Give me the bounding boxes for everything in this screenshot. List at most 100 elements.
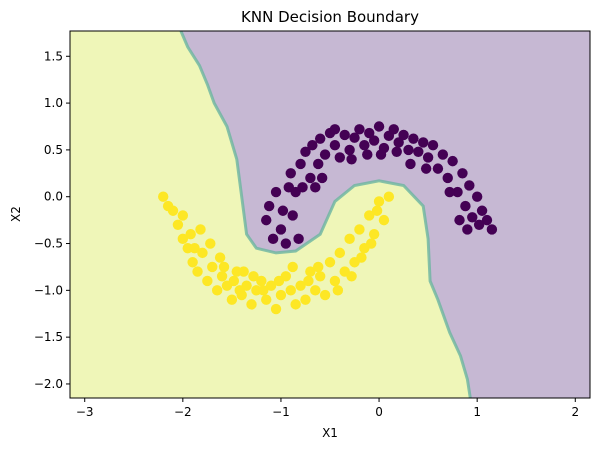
data-point-class-0 <box>280 238 292 249</box>
data-point-class-0 <box>393 137 404 148</box>
data-point-class-1 <box>314 271 326 282</box>
data-point-class-1 <box>378 214 390 226</box>
data-point-class-0 <box>287 210 298 221</box>
data-point-class-0 <box>316 172 328 184</box>
data-point-class-0 <box>354 124 365 135</box>
data-point-class-0 <box>420 163 432 174</box>
data-point-class-0 <box>413 146 424 157</box>
data-point-class-0 <box>346 154 357 165</box>
data-point-class-1 <box>344 233 355 245</box>
data-point-class-0 <box>471 191 483 202</box>
data-point-class-0 <box>277 205 289 216</box>
data-point-class-1 <box>287 261 298 273</box>
data-point-class-0 <box>462 224 473 235</box>
data-point-class-1 <box>246 299 257 310</box>
data-point-class-1 <box>216 271 228 282</box>
data-point-class-0 <box>362 149 373 160</box>
data-point-class-0 <box>437 149 449 160</box>
data-point-class-0 <box>473 219 485 230</box>
y-tick-label: −1.5 <box>34 330 63 344</box>
y-tick-label: 1.0 <box>44 96 63 110</box>
data-point-class-0 <box>359 140 370 151</box>
data-point-class-1 <box>329 275 341 287</box>
data-point-class-0 <box>427 140 439 151</box>
data-point-class-0 <box>457 168 468 179</box>
data-point-class-0 <box>476 205 488 216</box>
data-point-class-1 <box>364 210 375 221</box>
data-point-class-1 <box>319 289 331 301</box>
data-point-class-1 <box>248 271 259 282</box>
data-point-class-0 <box>261 214 272 226</box>
data-point-class-0 <box>452 186 463 198</box>
data-point-class-0 <box>467 212 478 223</box>
data-point-class-0 <box>403 144 414 156</box>
data-point-class-0 <box>368 135 380 146</box>
data-point-class-0 <box>319 149 331 160</box>
data-point-class-1 <box>285 285 296 296</box>
data-point-class-1 <box>383 191 395 202</box>
x-tick-label: −3 <box>76 405 94 419</box>
y-tick-label: −2.0 <box>34 377 63 391</box>
x-axis-ticks: −3 −2 −1 0 1 2 <box>76 398 579 419</box>
data-point-class-0 <box>442 172 453 184</box>
data-point-class-1 <box>211 285 223 296</box>
data-point-class-0 <box>307 140 318 151</box>
y-tick-label: 1.5 <box>44 49 63 63</box>
data-point-class-0 <box>432 163 444 174</box>
data-point-class-0 <box>481 214 493 226</box>
x-tick-label: 2 <box>571 405 579 419</box>
data-point-class-1 <box>226 294 238 305</box>
data-point-class-0 <box>297 182 308 193</box>
y-tick-label: 0.0 <box>44 190 63 204</box>
data-point-class-0 <box>263 200 275 212</box>
data-point-class-1 <box>218 261 230 273</box>
x-tick-label: 1 <box>473 405 481 419</box>
data-point-class-0 <box>313 158 324 170</box>
data-point-class-1 <box>324 257 336 268</box>
data-point-class-1 <box>290 299 301 310</box>
data-point-class-0 <box>283 182 294 193</box>
data-point-class-1 <box>185 228 196 240</box>
y-axis-label: X2 <box>9 206 23 222</box>
data-point-class-1 <box>354 224 365 235</box>
y-tick-label: 0.5 <box>44 143 63 157</box>
data-point-class-1 <box>356 252 367 263</box>
data-point-class-0 <box>310 182 321 193</box>
data-point-class-1 <box>189 243 200 254</box>
data-point-class-1 <box>305 266 316 277</box>
data-point-class-0 <box>373 121 385 132</box>
data-point-class-0 <box>408 133 419 144</box>
data-point-class-1 <box>275 289 287 301</box>
data-point-class-1 <box>197 247 208 259</box>
data-point-class-0 <box>329 124 341 135</box>
data-point-class-1 <box>300 294 311 305</box>
data-point-class-1 <box>238 266 249 277</box>
data-point-class-0 <box>460 200 471 212</box>
data-point-class-1 <box>332 285 344 296</box>
data-point-class-0 <box>270 186 282 198</box>
data-point-class-1 <box>158 191 169 202</box>
data-point-class-1 <box>310 285 321 296</box>
data-point-class-0 <box>314 133 326 144</box>
data-point-class-1 <box>177 233 189 245</box>
data-point-class-1 <box>265 280 277 291</box>
data-point-class-1 <box>205 238 216 249</box>
data-point-class-0 <box>464 180 475 191</box>
data-point-class-0 <box>364 127 375 139</box>
data-point-class-0 <box>444 186 455 198</box>
data-point-class-1 <box>228 275 240 287</box>
data-point-class-0 <box>267 233 279 245</box>
data-point-class-1 <box>162 200 174 212</box>
data-point-class-0 <box>405 158 416 170</box>
data-point-class-0 <box>398 129 409 141</box>
data-point-class-1 <box>273 275 285 287</box>
data-point-class-1 <box>234 285 245 296</box>
data-point-class-1 <box>303 275 314 287</box>
data-point-class-1 <box>214 252 226 263</box>
data-point-class-0 <box>422 152 434 163</box>
data-point-class-0 <box>339 129 350 141</box>
x-tick-label: 0 <box>375 405 383 419</box>
data-point-class-0 <box>375 149 387 160</box>
data-point-class-1 <box>368 228 380 240</box>
data-point-class-0 <box>349 132 360 143</box>
